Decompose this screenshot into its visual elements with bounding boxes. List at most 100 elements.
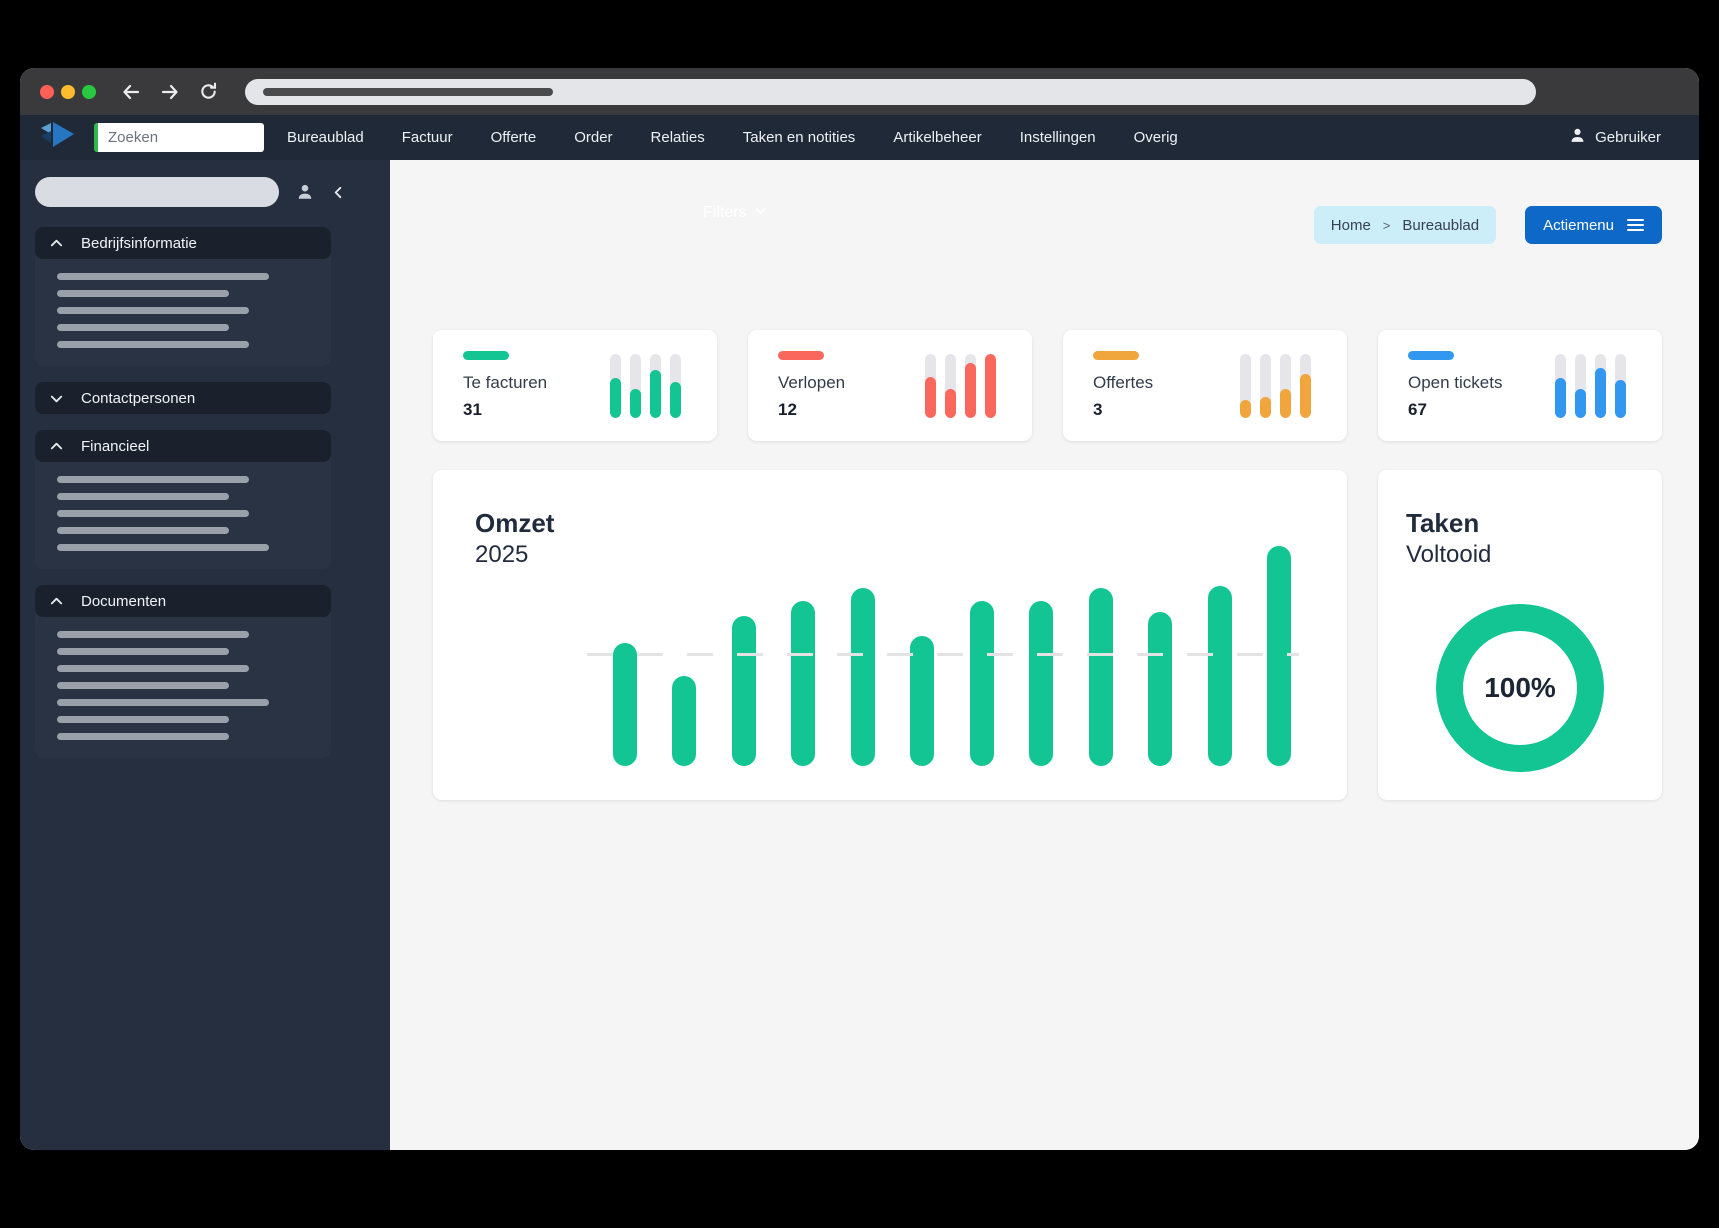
mini-bar-fill <box>670 382 681 418</box>
filters-label: Filters <box>703 204 747 221</box>
nav-item-factuur[interactable]: Factuur <box>401 129 453 146</box>
main-content: Filters Home > Bureaublad Actiemenu <box>390 160 1699 1150</box>
sidebar-section-label: Financieel <box>81 437 150 455</box>
revenue-bar-3 <box>731 616 756 766</box>
skeleton-line <box>57 716 229 723</box>
stat-value: 67 <box>1408 400 1427 419</box>
mini-bar-track <box>965 353 976 418</box>
stat-value: 3 <box>1093 400 1103 419</box>
tasks-donut-card: Taken Voltooid 100% <box>1378 470 1662 800</box>
mini-bar-fill <box>1300 373 1311 418</box>
sidebar-section-header-documenten[interactable]: Documenten <box>35 585 331 617</box>
sidebar-top <box>35 177 375 207</box>
revenue-bar-8 <box>1029 601 1054 766</box>
search-input[interactable] <box>94 123 264 152</box>
revenue-bar-5 <box>850 588 875 766</box>
stat-accent-bar <box>1093 351 1139 360</box>
donut-title: Taken <box>1406 508 1480 538</box>
mini-bar-fill <box>925 377 936 418</box>
stat-card-offertes[interactable]: Offertes 3 <box>1063 330 1347 441</box>
chevron-up-icon <box>49 594 64 609</box>
chevron-up-icon <box>49 439 64 454</box>
nav-item-artikelbeheer[interactable]: Artikelbeheer <box>893 129 982 146</box>
chevron-left-icon[interactable] <box>331 185 346 200</box>
sidebar-sections: Bedrijfsinformatie Contactpersonen Financi… <box>35 227 375 758</box>
revenue-chart-card: Omzet 2025 <box>433 470 1347 800</box>
breadcrumb[interactable]: Home > Bureaublad <box>1313 206 1497 244</box>
chevron-up-icon <box>49 236 64 251</box>
mini-bar-track <box>1595 353 1606 418</box>
revenue-bar-6 <box>910 636 935 766</box>
mini-bar-fill <box>610 377 621 418</box>
stat-info: Verlopen 12 <box>778 351 845 420</box>
sidebar-search-pill[interactable] <box>35 177 279 207</box>
skeleton-line <box>57 648 229 655</box>
nav-item-relaties[interactable]: Relaties <box>650 129 705 146</box>
nav-item-bureaublad[interactable]: Bureaublad <box>287 129 364 146</box>
browser-nav-buttons <box>120 81 219 103</box>
breadcrumb-home[interactable]: Home <box>1330 216 1371 234</box>
sidebar-section-documenten: Documenten <box>35 585 331 758</box>
stat-value: 31 <box>463 400 482 419</box>
skeleton-line <box>57 290 229 297</box>
nav-item-offerte[interactable]: Offerte <box>490 129 537 146</box>
forward-icon[interactable] <box>159 81 181 103</box>
app-body: Bedrijfsinformatie Contactpersonen Financi… <box>20 160 1699 1150</box>
sidebar-section-header-bedrijfsinformatie[interactable]: Bedrijfsinformatie <box>35 227 331 259</box>
mini-bar-track <box>1615 353 1626 418</box>
stat-info: Offertes 3 <box>1093 351 1153 420</box>
nav-item-order[interactable]: Order <box>574 129 613 146</box>
mini-bar-fill <box>1240 399 1251 418</box>
app-logo-icon[interactable] <box>40 121 76 154</box>
skeleton-line <box>57 324 229 331</box>
mini-bar-fill <box>1575 388 1586 418</box>
action-menu-button[interactable]: Actiemenu <box>1525 206 1662 244</box>
skeleton-line <box>57 341 249 348</box>
browser-chrome <box>20 68 1699 115</box>
donut-subtitle: Voltooid <box>1406 541 1492 569</box>
breadcrumb-current[interactable]: Bureaublad <box>1402 216 1480 234</box>
stat-card-te-facturen[interactable]: Te facturen 31 <box>433 330 717 441</box>
hamburger-icon <box>1627 219 1644 231</box>
revenue-bar-10 <box>1148 612 1173 766</box>
revenue-bar-1 <box>613 643 637 766</box>
stat-label: Offertes <box>1093 373 1154 392</box>
url-bar[interactable] <box>245 78 1536 105</box>
mini-bar-track <box>1555 353 1566 418</box>
mini-bar-track <box>1300 353 1311 418</box>
sidebar: Bedrijfsinformatie Contactpersonen Financi… <box>20 160 390 1150</box>
maximize-window-button[interactable] <box>82 84 96 99</box>
stat-label: Open tickets <box>1408 373 1503 392</box>
stat-label: Verlopen <box>778 373 846 392</box>
mini-bar-fill <box>945 388 956 418</box>
mini-bar-chart <box>610 353 681 418</box>
revenue-bar-2 <box>672 676 697 766</box>
filters-toggle[interactable]: Filters <box>703 204 767 222</box>
mini-bar-fill <box>1280 389 1291 418</box>
person-icon[interactable] <box>296 183 314 201</box>
stat-card-verlopen[interactable]: Verlopen 12 <box>748 330 1032 441</box>
nav-item-overig[interactable]: Overig <box>1133 129 1178 146</box>
revenue-bar-chart <box>587 544 1299 766</box>
sidebar-section-header-financieel[interactable]: Financieel <box>35 430 331 462</box>
nav-item-taken-en-notities[interactable]: Taken en notities <box>742 129 856 146</box>
user-menu[interactable]: Gebruiker <box>1569 127 1661 148</box>
close-window-button[interactable] <box>40 84 54 99</box>
stat-card-open-tickets[interactable]: Open tickets 67 <box>1378 330 1662 441</box>
mini-bar-track <box>1240 353 1251 418</box>
sidebar-section-contactpersonen: Contactpersonen <box>35 382 331 414</box>
revenue-chart-title-block: Omzet 2025 <box>475 508 554 570</box>
nav-item-instellingen[interactable]: Instellingen <box>1019 129 1096 146</box>
sidebar-section-bedrijfsinformatie: Bedrijfsinformatie <box>35 227 331 366</box>
minimize-window-button[interactable] <box>61 84 75 99</box>
user-label: Gebruiker <box>1595 129 1661 146</box>
reload-icon[interactable] <box>198 81 219 102</box>
revenue-bar-7 <box>969 601 994 766</box>
mini-bar-chart <box>1555 353 1626 418</box>
stat-accent-bar <box>463 351 509 360</box>
sidebar-section-header-contactpersonen[interactable]: Contactpersonen <box>35 382 331 414</box>
back-icon[interactable] <box>120 81 142 103</box>
stat-label: Te facturen <box>463 373 548 392</box>
mini-bar-fill <box>965 363 976 418</box>
